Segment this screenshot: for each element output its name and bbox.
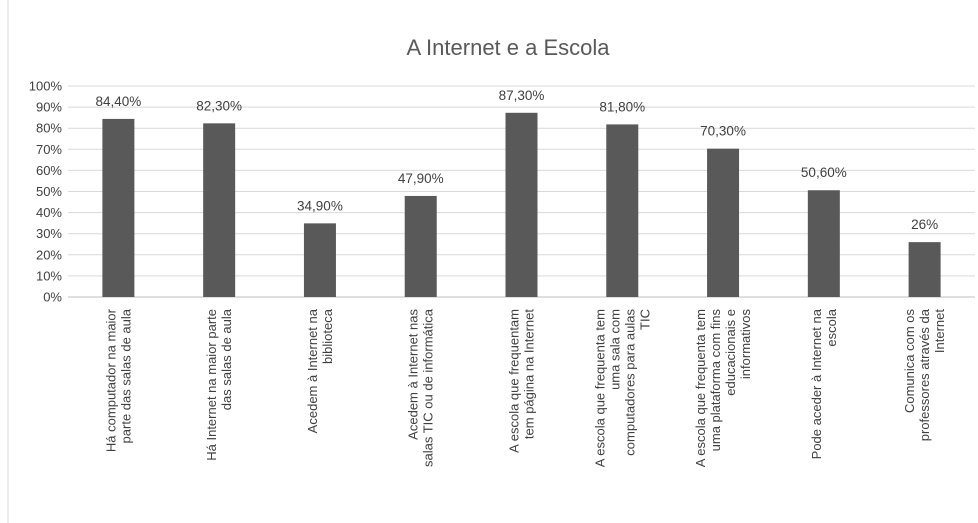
category-label: Comunica com os professores através da Int… — [902, 308, 947, 441]
data-label: 87,30% — [499, 88, 545, 103]
category-label: A escola que frequenta tem uma sala com co… — [592, 309, 652, 468]
category-label-line: uma plataforma com fins — [708, 309, 723, 452]
y-tick-label: 10% — [36, 268, 62, 283]
bar — [606, 124, 639, 297]
bar — [807, 190, 840, 297]
y-axis-ticks: 0% 10% 20% 30% 40% 50% 60% 70% 80% 90% 100% — [29, 79, 63, 305]
bar — [707, 148, 740, 297]
y-tick-label: 20% — [36, 247, 62, 262]
data-label: 81,80% — [599, 99, 645, 114]
bars — [102, 112, 941, 297]
category-label-line: salas TIC ou de informática — [421, 308, 436, 467]
bar — [203, 123, 236, 297]
category-label: Há computador na maior parte das salas de… — [103, 308, 133, 452]
category-label-line: Acedem à Internet nas — [406, 309, 421, 440]
category-label-line: escola — [824, 308, 839, 346]
x-axis-categories: Há computador na maior parte das salas de… — [103, 308, 947, 467]
data-label: 50,60% — [801, 165, 847, 180]
category-label-line: parte das salas de aula — [118, 308, 133, 443]
y-tick-label: 70% — [36, 142, 62, 157]
category-label-line: TIC — [637, 309, 652, 330]
category-label-line: Comunica com os — [902, 309, 917, 414]
category-label-line: informativos — [738, 309, 753, 380]
category-label-line: A escola que frequentam — [507, 309, 522, 453]
category-label-line: Internet — [932, 309, 947, 353]
y-tick-label: 80% — [36, 121, 62, 136]
data-labels: 84,40% 82,30% 34,90% 47,90% 87,30% 81,80% 70,3… — [95, 88, 938, 232]
category-label-line: Há computador na maior — [103, 308, 118, 452]
data-label: 34,90% — [297, 198, 343, 213]
category-label: A escola que frequentam tem página na Int… — [507, 309, 537, 453]
category-label: Acedem à Internet nas salas TIC ou de inf… — [406, 308, 436, 467]
category-label-line: Há Internet na maior parte — [204, 309, 219, 461]
bar — [303, 223, 336, 297]
category-label-line: educacionais e — [723, 309, 738, 396]
data-label: 84,40% — [95, 94, 141, 109]
data-label: 26% — [911, 217, 938, 232]
category-label-line: A escola que frequenta tem — [592, 309, 607, 467]
data-label: 82,30% — [196, 98, 242, 113]
category-label-line: computadores para aulas — [622, 309, 637, 456]
category-label-line: tem página na Internet — [522, 309, 537, 439]
category-label: Acedem à Internet na biblioteca — [305, 308, 335, 433]
category-label-line: biblioteca — [320, 308, 335, 364]
category-label: A escola que frequenta tem uma plataforma… — [693, 309, 753, 468]
data-label: 47,90% — [398, 171, 444, 186]
chart-title: A Internet e a Escola — [406, 35, 610, 60]
y-tick-label: 30% — [36, 226, 62, 241]
data-label: 70,30% — [700, 124, 746, 139]
category-label: Há Internet na maior parte das salas de a… — [204, 308, 234, 461]
bar — [404, 195, 437, 297]
y-tick-label: 90% — [36, 100, 62, 115]
category-label-line: professores através da — [917, 308, 932, 441]
bar — [102, 118, 135, 297]
category-label-line: Pode aceder à Internet na — [809, 308, 824, 459]
bar — [908, 242, 941, 297]
category-label-line: Acedem à Internet na — [305, 308, 320, 433]
y-tick-label: 40% — [36, 205, 62, 220]
category-label: Pode aceder à Internet na escola — [809, 308, 839, 459]
category-label-line: uma sala com — [607, 309, 622, 390]
y-tick-label: 0% — [43, 290, 62, 305]
category-label-line: A escola que frequenta tem — [693, 309, 708, 467]
y-tick-label: 100% — [29, 79, 63, 94]
bar — [505, 112, 538, 297]
category-label-line: das salas de aula — [219, 308, 234, 410]
y-tick-label: 60% — [36, 163, 62, 178]
y-tick-label: 50% — [36, 184, 62, 199]
